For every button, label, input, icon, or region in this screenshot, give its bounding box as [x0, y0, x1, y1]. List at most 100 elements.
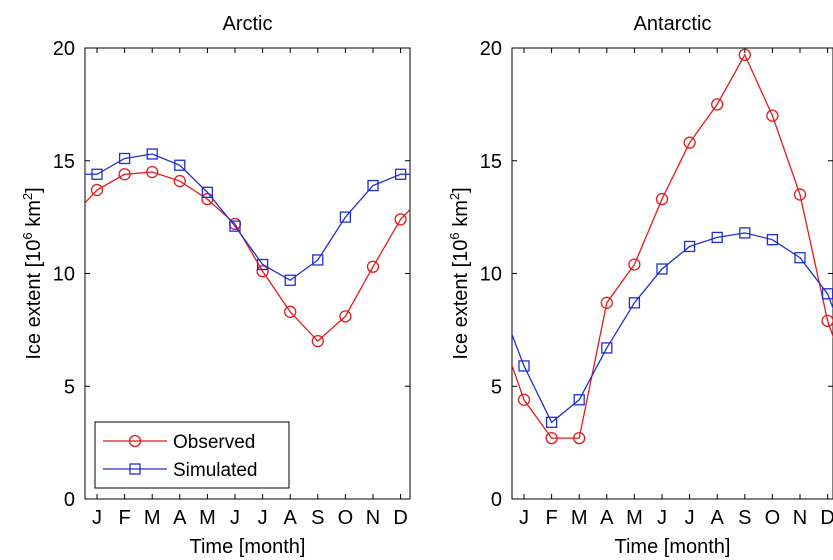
y-tick-label: 10: [480, 264, 502, 286]
series-simulated: [85, 148, 410, 286]
x-tick-label: A: [284, 507, 298, 529]
y-axis-label-part: ]: [450, 187, 472, 193]
data-point-observed: [118, 168, 131, 181]
x-tick-label: M: [199, 507, 216, 529]
y-axis-label-sup: 2: [447, 193, 462, 200]
y-axis-label-sup: 2: [20, 193, 35, 200]
series-observed: [512, 48, 833, 445]
x-tick-label: F: [118, 507, 130, 529]
data-point-observed: [517, 393, 531, 406]
data-point-observed: [738, 48, 751, 61]
legend-marker-circle: [128, 434, 142, 448]
x-tick-label: N: [366, 507, 380, 529]
data-point-observed: [394, 213, 407, 226]
data-point-simulated: [256, 258, 269, 271]
data-point-observed: [821, 314, 833, 328]
x-tick-label: M: [626, 507, 643, 529]
x-tick-label: M: [144, 507, 161, 529]
data-point-simulated: [794, 252, 806, 264]
legend-box: [94, 421, 290, 489]
legend-label: Simulated: [173, 460, 258, 481]
data-point-observed: [600, 296, 613, 309]
data-point-simulated: [91, 168, 103, 180]
y-axis-label-part: Ice extent [10: [23, 240, 45, 360]
x-tick-label: A: [600, 507, 614, 529]
data-point-simulated: [518, 360, 530, 372]
x-axis-label: Time [month]: [615, 536, 731, 558]
data-point-observed: [793, 188, 807, 201]
y-axis-label-part: km: [23, 200, 45, 232]
data-point-observed: [173, 174, 186, 188]
x-tick-label: J: [519, 507, 529, 529]
y-axis-label: Ice extent [106 km2]: [20, 187, 45, 359]
data-point-simulated: [229, 220, 241, 232]
data-point-observed: [683, 136, 696, 149]
data-point-simulated: [573, 394, 585, 406]
series-simulated: [512, 227, 833, 428]
y-tick-label: 0: [491, 489, 502, 511]
data-point-simulated: [739, 227, 751, 239]
y-tick-label: 5: [64, 376, 75, 398]
x-tick-label: J: [230, 507, 240, 529]
y-axis-label-part: ]: [23, 187, 45, 193]
data-point-observed: [311, 334, 324, 348]
legend-marker-square: [129, 463, 141, 475]
y-axis-label-part: Ice extent [10: [450, 240, 472, 360]
chart-title: Arctic: [223, 13, 273, 35]
data-point-observed: [573, 431, 586, 445]
data-point-observed: [256, 265, 269, 278]
data-point-simulated: [174, 159, 186, 171]
data-point-observed: [90, 183, 104, 197]
x-tick-label: J: [685, 507, 695, 529]
data-point-observed: [655, 192, 669, 206]
x-tick-label: M: [571, 507, 588, 529]
series-observed: [85, 165, 410, 348]
y-tick-label: 0: [64, 489, 75, 511]
data-point-simulated: [146, 148, 158, 160]
data-point-simulated: [394, 168, 407, 180]
x-tick-label: D: [393, 507, 407, 529]
y-axis-label-part: km: [450, 200, 472, 232]
legend-label: Observed: [173, 432, 255, 453]
x-tick-label: J: [92, 507, 102, 529]
series-line: [85, 171, 410, 343]
x-axis-label: Time [month]: [190, 536, 306, 558]
data-point-simulated: [601, 342, 613, 354]
data-point-simulated: [683, 240, 696, 253]
data-point-observed: [711, 98, 724, 111]
y-axis-label: Ice extent [106 km2]: [447, 187, 472, 359]
data-point-simulated: [711, 231, 723, 244]
data-point-observed: [545, 431, 558, 445]
data-point-simulated: [367, 179, 379, 192]
data-point-observed: [146, 165, 159, 179]
y-tick-label: 15: [480, 151, 502, 173]
chart-title: Antarctic: [634, 13, 712, 35]
y-tick-label: 15: [53, 151, 75, 173]
x-tick-label: A: [711, 507, 725, 529]
data-point-simulated: [628, 297, 641, 309]
series-line: [512, 232, 833, 424]
x-tick-label: S: [738, 507, 751, 529]
data-point-simulated: [766, 234, 779, 246]
x-tick-label: O: [765, 507, 781, 529]
axes-frame: [511, 47, 833, 500]
x-tick-label: J: [657, 507, 667, 529]
x-tick-label: J: [258, 507, 268, 529]
y-tick-label: 5: [491, 376, 502, 398]
data-point-simulated: [656, 263, 668, 275]
data-point-simulated: [284, 274, 296, 286]
data-point-simulated: [545, 416, 558, 428]
data-point-simulated: [118, 152, 131, 165]
x-tick-label: A: [173, 507, 187, 529]
data-point-observed: [628, 258, 641, 271]
x-tick-label: S: [311, 507, 324, 529]
data-point-simulated: [339, 211, 352, 223]
data-point-observed: [339, 310, 352, 323]
data-point-observed: [284, 305, 297, 318]
y-tick-label: 20: [53, 38, 75, 60]
legend: Observed Simulated: [94, 421, 290, 489]
y-axis-label-sup: 6: [447, 232, 462, 239]
x-tick-label: N: [793, 507, 807, 529]
